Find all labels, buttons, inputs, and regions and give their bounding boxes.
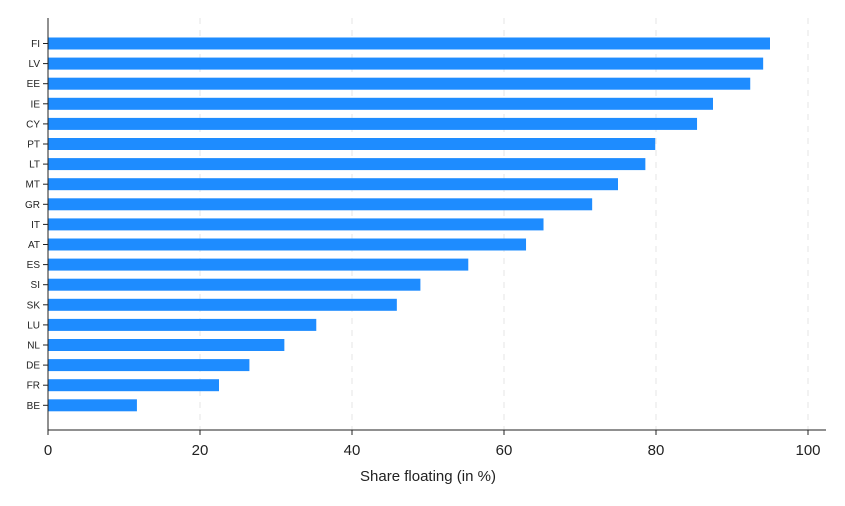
category-label-nl: NL bbox=[27, 341, 40, 352]
category-label-ee: EE bbox=[27, 79, 41, 90]
category-label-gr: GR bbox=[25, 200, 40, 211]
category-label-es: ES bbox=[27, 260, 41, 271]
bar-nl bbox=[48, 339, 285, 351]
category-label-fi: FI bbox=[31, 39, 40, 50]
bar-cy bbox=[48, 117, 698, 130]
bar-ie bbox=[48, 97, 713, 110]
bar-at bbox=[48, 238, 527, 251]
x-tick-label-0: 0 bbox=[44, 442, 52, 459]
bar-ee bbox=[48, 77, 751, 90]
bar-lv bbox=[48, 57, 764, 70]
bars bbox=[48, 37, 770, 412]
category-label-lu: LU bbox=[27, 320, 40, 331]
bar-be bbox=[48, 399, 137, 412]
x-tick-label-60: 60 bbox=[496, 442, 513, 459]
category-label-it: IT bbox=[31, 220, 40, 231]
x-tick-label-80: 80 bbox=[648, 442, 665, 459]
category-label-be: BE bbox=[27, 401, 41, 412]
bar-fr bbox=[48, 379, 219, 392]
category-label-fr: FR bbox=[27, 381, 40, 392]
bar-lt bbox=[48, 158, 646, 171]
bar-it bbox=[48, 218, 544, 231]
category-label-at: AT bbox=[28, 240, 40, 251]
category-label-pt: PT bbox=[27, 140, 40, 151]
bar-si bbox=[48, 278, 421, 291]
category-label-de: DE bbox=[26, 361, 40, 372]
category-label-ie: IE bbox=[31, 99, 41, 110]
x-axis-title: Share floating (in %) bbox=[360, 468, 496, 485]
category-label-si: SI bbox=[31, 280, 40, 291]
x-tick-label-20: 20 bbox=[192, 442, 209, 459]
bar-mt bbox=[48, 178, 618, 191]
bar-de bbox=[48, 359, 250, 372]
bar-sk bbox=[48, 298, 397, 311]
category-label-lv: LV bbox=[29, 59, 41, 70]
bar-lu bbox=[48, 318, 317, 331]
category-label-lt: LT bbox=[29, 160, 40, 171]
category-label-sk: SK bbox=[27, 300, 41, 311]
x-tick-label-100: 100 bbox=[795, 442, 820, 459]
bar-es bbox=[48, 258, 469, 271]
bar-fi bbox=[48, 37, 770, 50]
bar-pt bbox=[48, 138, 656, 150]
category-label-cy: CY bbox=[26, 119, 40, 130]
bar-gr bbox=[48, 198, 593, 211]
x-tick-labels: 0 20 40 60 80 100 bbox=[44, 430, 821, 459]
axes bbox=[47, 18, 826, 431]
category-labels: FI LV EE IE CY PT LT MT GR IT AT ES SI SK LU NL DE FR BE bbox=[25, 39, 48, 412]
x-tick-label-40: 40 bbox=[344, 442, 361, 459]
category-label-mt: MT bbox=[26, 180, 40, 191]
